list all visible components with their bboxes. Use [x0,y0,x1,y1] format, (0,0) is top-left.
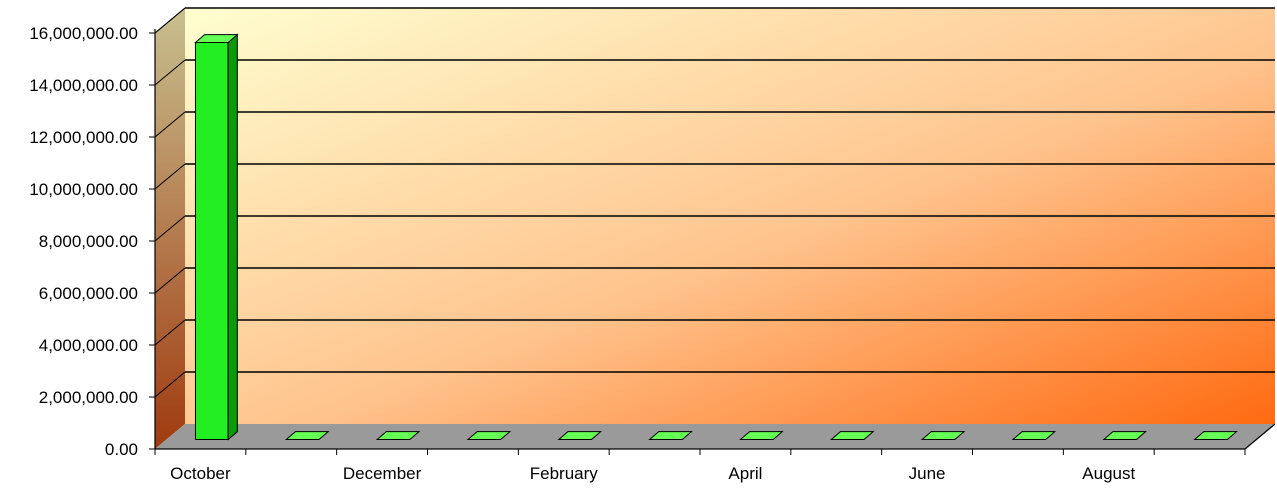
bar-october [194,33,239,441]
bar-may [829,431,875,440]
y-tick-label: 6,000,000.00 [39,284,138,303]
x-tick-label: June [909,464,946,483]
bar-july [1011,431,1057,440]
gridline-side [154,267,186,294]
gridline-side [154,215,186,242]
x-tick-label: April [728,464,762,483]
x-tick-label: August [1082,464,1135,483]
bar-top [194,34,239,43]
y-tick-labels: 0.00 2,000,000.00 4,000,000.00 6,000,000.00… [29,24,138,459]
bar-top [1193,431,1238,440]
bar-november [284,431,330,440]
x-tick-label: December [343,464,422,483]
bar-top [375,431,421,440]
x-tick-labels: October December February April June August [170,464,1135,483]
axes [149,7,1276,455]
bar-top [1011,431,1057,440]
bar-top [920,431,966,440]
bar-top [829,431,875,440]
bar-september [1193,431,1238,440]
y-tick-label: 16,000,000.00 [29,24,138,43]
bar-june [920,431,966,440]
gridline-side [154,163,186,190]
bar-top [648,431,693,440]
plot-walls [155,8,1275,449]
x-tick-label: February [530,464,599,483]
floor-edge [1244,423,1276,450]
y-tick-label: 4,000,000.00 [39,336,138,355]
y-tick-label: 8,000,000.00 [39,232,138,251]
bar-december [375,431,421,440]
gridline-side [154,371,186,398]
bars [194,33,1238,441]
x-tick-label: October [170,464,231,483]
bar-top [466,431,512,440]
bar-top [739,431,784,440]
y-tick-label: 14,000,000.00 [29,76,138,95]
floor [155,424,1275,449]
bar-top [557,431,603,440]
top-side-edge [154,7,186,34]
bar-top [284,431,330,440]
bar-top [1102,431,1148,440]
y-tick-label: 2,000,000.00 [39,388,138,407]
bar-august [1102,431,1148,440]
bar-front [194,41,229,440]
bar-march [648,431,693,440]
y-tick-label: 0.00 [105,440,138,459]
bar-january [466,431,512,440]
gridline-side [154,111,186,138]
y-tick-label: 10,000,000.00 [29,180,138,199]
bar-february [557,431,603,440]
gridlines [154,7,1275,398]
bar-april [739,431,784,440]
gridline-side [154,59,186,86]
bar-side [227,33,238,441]
gridline-side [154,319,186,346]
y-tick-label: 12,000,000.00 [29,128,138,147]
